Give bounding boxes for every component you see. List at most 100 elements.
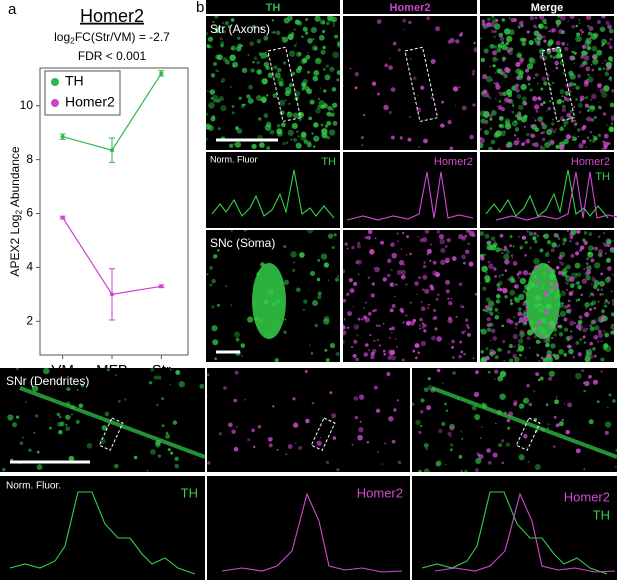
signal [233, 143, 236, 146]
signal [493, 20, 496, 23]
legend-box [44, 70, 121, 116]
signal [423, 323, 427, 328]
signal [293, 44, 297, 48]
signal [403, 28, 406, 31]
signal [292, 137, 298, 142]
plot-frame [39, 67, 189, 356]
signal [217, 127, 221, 131]
signal [495, 84, 501, 90]
signal [588, 307, 593, 312]
signal [288, 90, 293, 94]
signal [290, 251, 297, 258]
signal [343, 324, 344, 326]
signal [391, 303, 396, 308]
signal [461, 254, 467, 260]
signal [575, 35, 582, 43]
signal [327, 233, 334, 239]
signal [508, 358, 514, 362]
signal [471, 405, 477, 411]
signal [415, 419, 421, 426]
signal [547, 423, 550, 426]
signal [251, 428, 255, 433]
signal [529, 16, 535, 21]
signal [287, 111, 291, 114]
signal [589, 324, 592, 328]
signal [153, 375, 158, 380]
signal [498, 443, 503, 448]
signal [480, 57, 486, 63]
signal [601, 314, 606, 319]
signal [547, 376, 553, 381]
signal [549, 332, 551, 335]
signal [520, 116, 528, 123]
signal [33, 431, 36, 434]
signal [307, 52, 309, 54]
signal [520, 83, 527, 91]
signal [506, 350, 511, 354]
signal [401, 358, 405, 362]
signal [271, 31, 274, 34]
signal [460, 469, 463, 472]
signal [464, 330, 467, 333]
signal [282, 141, 286, 146]
signal [603, 232, 605, 235]
signal [565, 264, 571, 270]
signal [459, 33, 463, 37]
signal [536, 327, 539, 331]
signal [489, 339, 492, 342]
signal [521, 235, 527, 240]
signal [440, 259, 446, 266]
signal [570, 253, 575, 258]
signal [486, 21, 492, 28]
signal [322, 45, 326, 50]
signal [497, 280, 503, 286]
signal [421, 288, 425, 292]
signal [576, 73, 582, 79]
signal [602, 242, 605, 244]
signal [2, 467, 6, 472]
signal [603, 242, 608, 248]
signal [583, 240, 588, 246]
signal [514, 356, 520, 362]
signal [426, 16, 430, 21]
signal [455, 39, 460, 44]
signal [582, 139, 587, 144]
signal [216, 70, 219, 73]
signal [504, 295, 508, 299]
signal [502, 91, 507, 96]
signal [497, 130, 500, 133]
signal [390, 87, 396, 92]
signal [302, 308, 305, 311]
signal [568, 291, 574, 296]
signal [274, 72, 281, 79]
signal [515, 88, 520, 93]
signal [473, 391, 480, 398]
signal [276, 67, 282, 73]
signal [400, 269, 407, 275]
signal [323, 262, 330, 268]
signal [523, 434, 528, 439]
signal [449, 146, 454, 150]
signal [548, 280, 552, 284]
signal [358, 426, 364, 433]
signal [578, 315, 583, 320]
signal [352, 306, 354, 308]
signal [290, 138, 293, 141]
signal [581, 44, 587, 50]
signal [545, 22, 548, 25]
signal [559, 116, 565, 121]
profile-trace [211, 169, 335, 219]
signal [604, 332, 610, 338]
signal [561, 41, 566, 46]
signal [494, 275, 497, 278]
signal [104, 411, 110, 417]
signal [559, 126, 565, 132]
signal [461, 330, 465, 335]
signal [491, 16, 495, 18]
signal [361, 318, 364, 321]
signal [600, 340, 603, 343]
signal [581, 50, 587, 56]
signal [426, 405, 432, 411]
signal [174, 456, 179, 462]
signal [458, 86, 461, 89]
